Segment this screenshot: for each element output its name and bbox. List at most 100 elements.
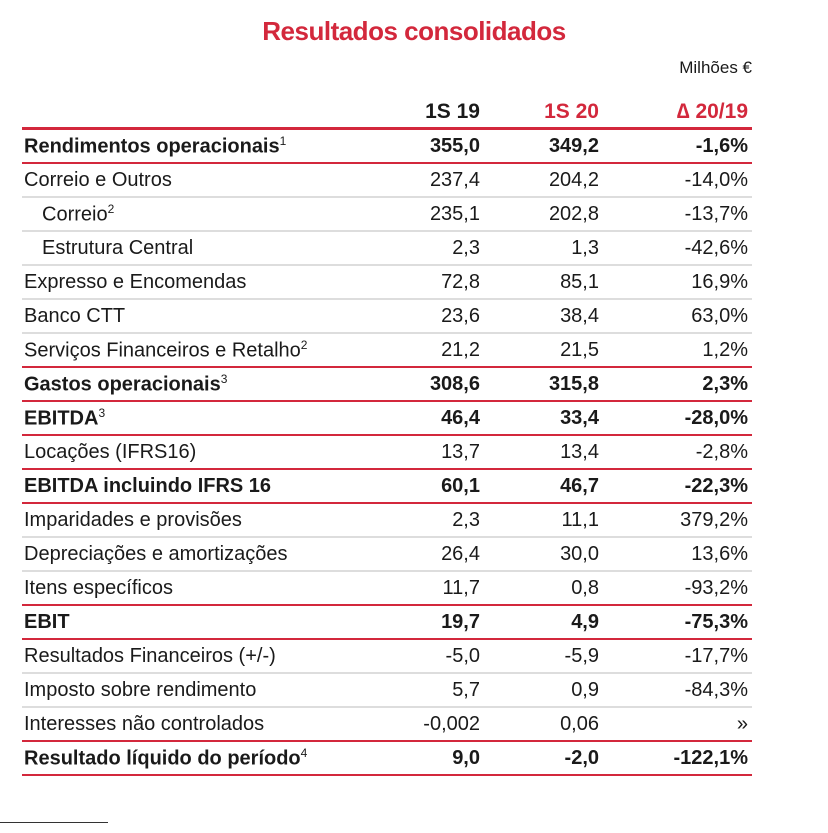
value-1s20: 13,4 — [560, 440, 599, 463]
table-header: 1S 19 1S 20 ∆ 20/19 — [22, 90, 752, 129]
value-1s19: 72,8 — [441, 270, 480, 293]
value-1s20: -2,0 — [564, 746, 599, 769]
value-delta: -42,6% — [684, 236, 748, 259]
header-1s20: 1S 20 — [544, 100, 599, 123]
row-label: Imposto sobre rendimento — [22, 673, 370, 707]
row-label-text: Gastos operacionais — [24, 373, 221, 396]
results-table: 1S 19 1S 20 ∆ 20/19 Rendimentos operacio… — [22, 90, 752, 776]
value-1s19: 21,2 — [441, 338, 480, 361]
row-label-text: Itens específicos — [24, 576, 173, 599]
value-1s19: 2,3 — [452, 508, 480, 531]
value-1s20: 11,1 — [561, 508, 599, 531]
value-1s19: 26,4 — [441, 542, 480, 565]
value-1s20: 315,8 — [548, 372, 599, 395]
value-1s19: 23,6 — [441, 304, 480, 327]
header-1s19: 1S 19 — [425, 100, 480, 123]
table-row: Imposto sobre rendimento 5,7 0,9 -84,3% — [22, 673, 752, 707]
table-row: Resultado líquido do período4 9,0 -2,0 -122… — [22, 741, 752, 775]
row-label-text: Estrutura Central — [42, 236, 194, 259]
row-label-text: Serviços Financeiros e Retalho — [24, 339, 301, 362]
value-1s20: 21,5 — [560, 338, 599, 361]
value-delta: 63,0% — [691, 304, 748, 327]
table-row: EBIT 19,7 4,9 -75,3% — [22, 605, 752, 639]
value-1s19: 11,7 — [442, 576, 480, 599]
value-1s20: 85,1 — [560, 270, 599, 293]
table-row: Banco CTT 23,6 38,4 63,0% — [22, 299, 752, 333]
row-label: Gastos operacionais3 — [22, 367, 370, 401]
value-1s20: 46,7 — [560, 474, 599, 497]
table-row: Depreciações e amortizações 26,4 30,0 13,6% — [22, 537, 752, 571]
row-label: Locações (IFRS16) — [22, 435, 370, 469]
row-label: Banco CTT — [22, 299, 370, 333]
table-row: Gastos operacionais3 308,6 315,8 2,3% — [22, 367, 752, 401]
value-delta: -84,3% — [684, 678, 748, 701]
row-label-text: Locações (IFRS16) — [24, 440, 197, 463]
footnote-ref: 2 — [107, 201, 115, 216]
row-label-text: Depreciações e amortizações — [24, 542, 288, 565]
table-row: Imparidades e provisões 2,3 11,1 379,2% — [22, 503, 752, 537]
row-label-text: Resultados Financeiros (+/-) — [24, 644, 276, 667]
row-label: Interesses não controlados — [22, 707, 370, 741]
value-delta: -1,6% — [695, 134, 748, 157]
header-delta: ∆ 20/19 — [676, 100, 748, 123]
value-delta: -2,8% — [695, 440, 748, 463]
value-1s20: 38,4 — [560, 304, 599, 327]
row-label-text: Imparidades e provisões — [24, 508, 242, 531]
value-1s20: 204,2 — [548, 168, 599, 191]
value-delta: 13,6% — [691, 542, 748, 565]
row-label: Resultado líquido do período4 — [22, 741, 370, 775]
header-label — [22, 90, 370, 129]
table-row: Correio e Outros 237,4 204,2 -14,0% — [22, 163, 752, 197]
value-1s20: 0,8 — [571, 576, 599, 599]
row-label-text: Expresso e Encomendas — [24, 270, 247, 293]
row-label: Resultados Financeiros (+/-) — [22, 639, 370, 673]
value-1s19: 9,0 — [452, 746, 480, 769]
table-row: Serviços Financeiros e Retalho2 21,2 21,5 1… — [22, 333, 752, 367]
value-1s19: 237,4 — [429, 168, 480, 191]
table-row: Itens específicos 11,7 0,8 -93,2% — [22, 571, 752, 605]
value-1s19: 5,7 — [452, 678, 480, 701]
value-1s19: 235,1 — [429, 202, 480, 225]
value-delta: » — [736, 712, 748, 735]
row-label-text: EBITDA — [24, 407, 99, 430]
value-1s20: 4,9 — [571, 610, 599, 633]
value-1s19: 60,1 — [441, 474, 480, 497]
row-label: Correio2 — [22, 197, 370, 231]
table-row: EBITDA3 46,4 33,4 -28,0% — [22, 401, 752, 435]
table-row: Interesses não controlados -0,002 0,06 » — [22, 707, 752, 741]
table-row: Locações (IFRS16) 13,7 13,4 -2,8% — [22, 435, 752, 469]
row-label: Rendimentos operacionais1 — [22, 129, 370, 164]
value-delta: 2,3% — [702, 372, 748, 395]
value-delta: -75,3% — [684, 610, 748, 633]
value-delta: 379,2% — [680, 508, 748, 531]
row-label-text: Interesses não controlados — [24, 712, 265, 735]
value-1s19: -5,0 — [445, 644, 480, 667]
row-label: Expresso e Encomendas — [22, 265, 370, 299]
value-1s20: 0,9 — [571, 678, 599, 701]
value-delta: -13,7% — [684, 202, 748, 225]
value-1s19: 13,7 — [441, 440, 480, 463]
table-row: Resultados Financeiros (+/-) -5,0 -5,9 -17,… — [22, 639, 752, 673]
table-row: Expresso e Encomendas 72,8 85,1 16,9% — [22, 265, 752, 299]
row-label: Serviços Financeiros e Retalho2 — [22, 333, 370, 367]
row-label-text: EBITDA incluindo IFRS 16 — [24, 474, 272, 497]
page-title: Resultados consolidados — [262, 16, 566, 46]
value-delta: -14,0% — [684, 168, 748, 191]
value-1s19: 2,3 — [452, 236, 480, 259]
value-delta: -122,1% — [673, 746, 749, 769]
value-delta: -93,2% — [684, 576, 748, 599]
row-label-text: Imposto sobre rendimento — [24, 678, 257, 701]
value-1s20: -5,9 — [564, 644, 599, 667]
row-label-text: Correio — [42, 203, 108, 226]
row-label: Itens específicos — [22, 571, 370, 605]
value-1s19: 355,0 — [429, 134, 480, 157]
value-delta: -28,0% — [684, 406, 748, 429]
row-label: Estrutura Central — [22, 231, 370, 265]
value-1s19: 46,4 — [441, 406, 480, 429]
row-label-text: EBIT — [24, 610, 70, 633]
row-label: Correio e Outros — [22, 163, 370, 197]
value-1s20: 202,8 — [548, 202, 599, 225]
unit-label: Milhões € — [679, 58, 752, 77]
value-1s19: 308,6 — [429, 372, 480, 395]
value-1s20: 349,2 — [548, 134, 599, 157]
